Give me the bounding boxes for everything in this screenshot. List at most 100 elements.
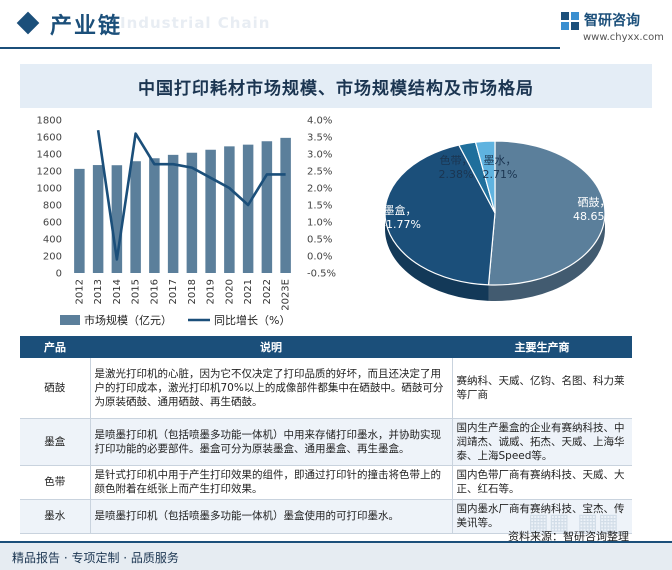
bar	[205, 149, 216, 273]
pie-labels: 硒鼓，48.65% 墨盒，41.77% 色带，2.38% 墨水，2.71%	[379, 153, 615, 231]
footer-slogan: 精品报告 · 专项定制 · 品质服务	[12, 551, 179, 565]
y-right-tick-label: -0.5%	[307, 269, 336, 280]
cell-product: 色带	[20, 465, 90, 500]
x-tick-label: 2012	[74, 279, 85, 304]
y-right-tick-label: 0.0%	[307, 252, 332, 263]
pie-label-name: 墨水，	[484, 154, 517, 167]
cell-description: 是喷墨打印机（包括喷墨多功能一体机）墨盒使用的可打印墨水。	[89, 499, 453, 534]
page-header: Industrial Chain 产业链 智研咨询 www.chyxx.com	[0, 0, 672, 50]
y-left-tick-label: 1800	[37, 116, 62, 127]
y-right-tick-label: 2.0%	[307, 184, 332, 195]
market-size-combo-chart: 0 200 400 600 800 1000 1200 1400 1600 1800 -0.5% 0…	[37, 116, 336, 328]
cell-description: 是针式打印机中用于产生打印效果的组件，即通过打印针的撞击将色带上的颜色附着在纸张…	[89, 465, 453, 500]
bar	[92, 165, 104, 273]
pie-top-layer	[384, 140, 606, 286]
x-tick-label: 2018	[187, 279, 198, 304]
pie-label-value: 2.71%	[483, 168, 518, 181]
x-tick-label: 2023E	[281, 279, 292, 311]
x-tick-label: 2019	[206, 279, 217, 304]
pie-label-value: 41.77%	[379, 218, 421, 231]
pie-slice	[384, 144, 496, 286]
cell-product: 墨水	[20, 499, 90, 534]
cell-makers: 国内生产墨盒的企业有赛纳科技、中润靖杰、诚威、拓杰、天威、上海华泰、上海Spee…	[452, 418, 632, 466]
pie-label-value: 48.65%	[573, 210, 615, 223]
y-right-tick-label: 0.5%	[307, 235, 332, 246]
x-tick-label: 2015	[131, 279, 142, 304]
pie-label-name: 色带，	[440, 153, 473, 167]
pie-label-name: 墨盒，	[384, 203, 417, 217]
bar	[242, 144, 254, 273]
pie-side-wall	[488, 213, 605, 301]
bar	[130, 161, 141, 273]
x-tick-label: 2017	[168, 279, 179, 304]
title-band: 中国打印耗材市场规模、市场规模结构及市场格局	[20, 64, 652, 108]
pie-label-value: 2.38%	[439, 168, 474, 181]
product-table: 产品 说明 主要生产商 硒鼓 是激光打印机的心脏，因为它不仅决定了打印品质的好坏…	[20, 336, 632, 534]
cell-product: 硒鼓	[20, 358, 90, 419]
y-right-tick-label: 3.5%	[307, 133, 332, 144]
bar	[149, 158, 160, 273]
page-footer	[0, 541, 672, 570]
diamond-icon	[16, 11, 40, 35]
left-axis-ticks: 0 200 400 600 800 1000 1200 1400 1600 1800	[37, 116, 62, 280]
table-row: 硒鼓 是激光打印机的心脏，因为它不仅决定了打印品质的好坏，而且还决定了用户的打印…	[20, 358, 632, 419]
legend-label: 市场规模（亿元）	[84, 313, 172, 327]
legend-swatch-bar	[60, 315, 80, 325]
header-divider	[0, 47, 560, 49]
x-tick-label: 2021	[243, 279, 254, 304]
x-axis-ticks: 2012 2013 2014 2015 2016 2017 2018 2019 2020 2021…	[74, 279, 291, 311]
right-axis-ticks: -0.5% 0.0% 0.5% 1.0% 1.5% 2.0% 2.5% 3.0% 3.5% 4.0…	[307, 116, 336, 280]
x-tick-label: 2013	[93, 279, 104, 304]
y-right-tick-label: 3.0%	[307, 150, 332, 161]
watermark-text: ▦▦ ▦▦	[528, 510, 619, 535]
y-right-tick-label: 4.0%	[307, 116, 332, 127]
pie-slice	[487, 140, 606, 286]
y-left-tick-label: 1200	[37, 167, 62, 178]
cell-description: 是喷墨打印机（包括喷墨多功能一体机）中用来存储打印墨水，并协助实现打印功能的必要…	[89, 418, 453, 466]
y-left-tick-label: 1400	[37, 150, 62, 161]
source-note: 资料来源：智研咨询整理	[508, 530, 629, 543]
y-left-tick-label: 0	[56, 269, 62, 280]
footer-divider	[0, 541, 672, 543]
bar	[74, 168, 85, 273]
x-tick-label: 2016	[149, 279, 160, 304]
y-left-tick-label: 1600	[37, 133, 62, 144]
bar	[111, 165, 123, 273]
y-right-tick-label: 1.0%	[307, 218, 332, 229]
chart-legend: 市场规模（亿元） 同比增长（%）	[60, 313, 290, 327]
section-ghost-title: Industrial Chain	[120, 14, 271, 32]
market-structure-pie-chart: 硒鼓，48.65% 墨盒，41.77% 色带，2.38% 墨水，2.71%	[379, 140, 615, 301]
x-tick-label: 2014	[112, 279, 123, 304]
table-row: 色带 是针式打印机中用于产生打印效果的组件，即通过打印针的撞击将色带上的颜色附着…	[20, 465, 632, 500]
header-description: 说明	[90, 336, 452, 358]
cell-description: 是激光打印机的心脏，因为它不仅决定了打印品质的好坏，而且还决定了用户的打印成本，…	[89, 358, 453, 419]
pie-side-wall	[385, 213, 489, 301]
bar-series	[74, 137, 291, 273]
y-left-tick-label: 800	[43, 201, 62, 212]
cell-makers: 赛纳科、天威、亿钧、名图、科力莱等厂商	[452, 358, 632, 419]
cell-makers: 国内色带厂商有赛纳科技、天威、大正、红石等。	[452, 465, 632, 500]
header-makers: 主要生产商	[452, 336, 632, 358]
y-right-tick-label: 2.5%	[307, 167, 332, 178]
table-row: 墨水 是喷墨打印机（包括喷墨多功能一体机）墨盒使用的可打印墨水。 国内墨水厂商有…	[20, 499, 632, 534]
pie-slice	[474, 140, 496, 214]
brand-name: 智研咨询	[584, 13, 640, 29]
y-left-tick-label: 200	[43, 252, 62, 263]
x-tick-label: 2022	[262, 279, 273, 304]
legend-label: 同比增长（%）	[214, 313, 290, 327]
x-tick-label: 2020	[224, 279, 235, 304]
brand-logo-icon	[561, 12, 579, 30]
brand-url: www.chyxx.com	[583, 32, 664, 43]
y-left-tick-label: 600	[43, 218, 62, 229]
table-header-row: 产品 说明 主要生产商	[20, 336, 632, 358]
bar	[167, 154, 179, 273]
section-title: 产业链	[50, 14, 123, 39]
cell-makers: 国内墨水厂商有赛纳科技、宝杰、传美讯等。	[452, 499, 632, 534]
y-left-tick-label: 1000	[37, 184, 62, 195]
bar	[224, 146, 235, 273]
header-product: 产品	[20, 336, 90, 358]
cell-product: 墨盒	[20, 418, 90, 466]
y-right-tick-label: 1.5%	[307, 201, 332, 212]
bar	[280, 137, 291, 273]
pie-label-name: 硒鼓，	[578, 195, 611, 209]
